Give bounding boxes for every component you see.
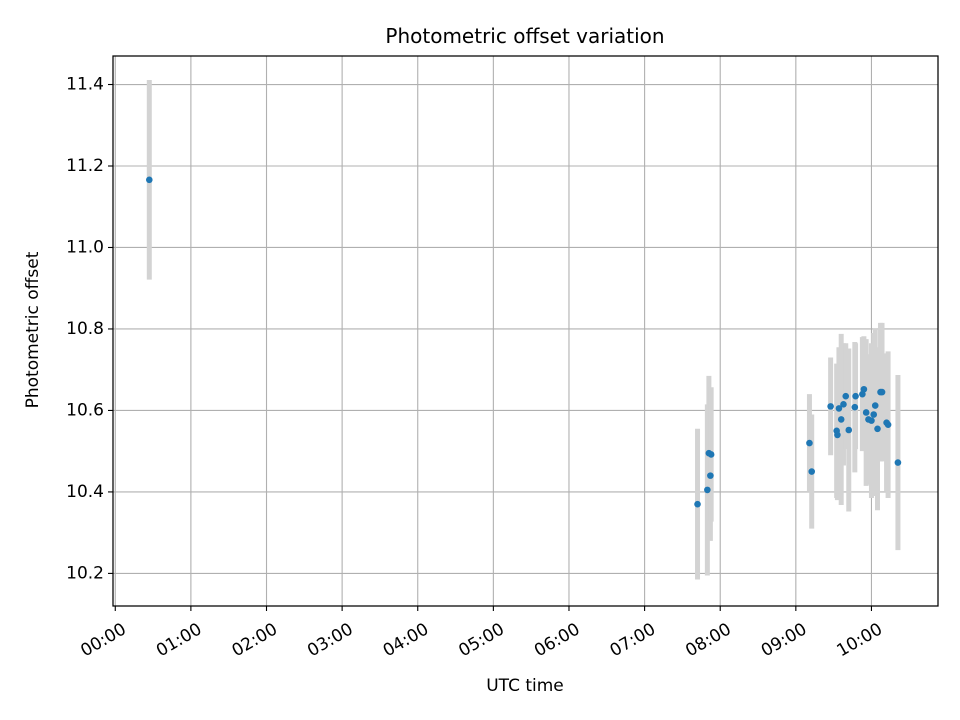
data-point (845, 426, 853, 434)
data-point (862, 409, 870, 416)
x-tick-label: 02:00 (229, 619, 281, 661)
data-point (704, 486, 711, 494)
y-axis-ticks: 10.2 10.4 10.6 10.8 11.0 11.2 11.4 (66, 75, 113, 583)
data-point (874, 425, 881, 433)
y-tick-label: 10.6 (66, 400, 104, 420)
data-point (871, 402, 879, 409)
y-tick-label: 11.4 (66, 75, 104, 95)
data-point (878, 388, 886, 396)
data-point (827, 403, 834, 410)
data-point (835, 405, 843, 412)
x-tick-label: 05:00 (455, 619, 507, 661)
data-point (870, 411, 878, 418)
x-tick-label: 08:00 (682, 619, 734, 661)
data-point (694, 500, 701, 508)
data-point (808, 468, 816, 475)
data-point (834, 431, 841, 439)
x-axis-title: UTC time (486, 676, 564, 696)
x-tick-label: 01:00 (153, 619, 205, 661)
data-point (851, 403, 859, 411)
x-tick-label: 04:00 (380, 619, 432, 661)
data-point (860, 385, 868, 393)
data-point (884, 421, 892, 429)
x-tick-label: 03:00 (304, 619, 356, 661)
x-tick-label: 09:00 (758, 619, 810, 661)
data-point (837, 416, 845, 423)
data-points (145, 176, 902, 508)
y-tick-label: 10.2 (66, 563, 104, 583)
data-point (707, 451, 715, 458)
x-tick-label: 06:00 (531, 619, 583, 661)
data-point (894, 459, 902, 466)
y-tick-label: 10.4 (66, 482, 104, 502)
data-point (842, 392, 850, 400)
y-tick-label: 10.8 (66, 319, 104, 339)
x-tick-label: 07:00 (607, 619, 659, 661)
data-point (868, 417, 875, 424)
error-bars (146, 80, 901, 580)
data-point (840, 401, 847, 408)
y-axis-title: Photometric offset (23, 251, 43, 408)
y-tick-label: 11.0 (66, 237, 104, 257)
data-point (145, 176, 153, 184)
x-tick-label: 00:00 (77, 619, 129, 661)
data-point (707, 472, 714, 479)
x-tick-label: 10:00 (834, 619, 886, 661)
data-point (852, 392, 859, 400)
plot-frame (112, 55, 939, 607)
y-tick-label: 11.2 (66, 156, 104, 176)
x-axis-ticks: 00:00 01:00 02:00 03:00 04:00 05:00 06:00 07:00… (77, 606, 886, 661)
chart-title: Photometric offset variation (385, 24, 664, 48)
data-point (806, 439, 813, 447)
grid (113, 56, 938, 606)
